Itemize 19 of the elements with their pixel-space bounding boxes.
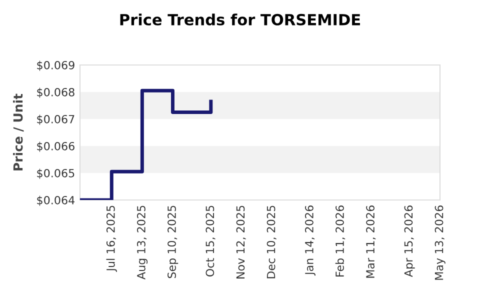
y-tick-label: $0.065 [37,168,74,179]
y-tick-label: $0.067 [37,114,74,125]
y-tick-label: $0.064 [37,196,75,206]
x-tick-label: Oct 15, 2025 [206,206,216,276]
x-tick-label: Dec 10, 2025 [266,206,276,278]
y-tick-label: $0.068 [37,88,74,98]
x-tick-label: Mar 11, 2026 [366,206,376,278]
x-tick-label: Apr 15, 2026 [404,206,415,278]
x-tick-label: Feb 11, 2026 [335,206,346,276]
y-axis-title: Price / Unit [13,94,24,170]
x-tick-label: Sep 10, 2025 [168,206,178,278]
y-tick-label: $0.069 [37,60,74,71]
y-tick-label: $0.066 [37,142,74,152]
x-tick-label: May 13, 2026 [434,206,446,280]
x-tick-label: Jul 16, 2025 [106,206,117,272]
x-tick-label: Nov 12, 2025 [236,206,246,278]
x-tick-label: Aug 13, 2025 [137,206,148,280]
x-tick-label: Jan 14, 2026 [305,206,316,276]
chart-title: Price Trends for TORSEMIDE [120,14,360,26]
